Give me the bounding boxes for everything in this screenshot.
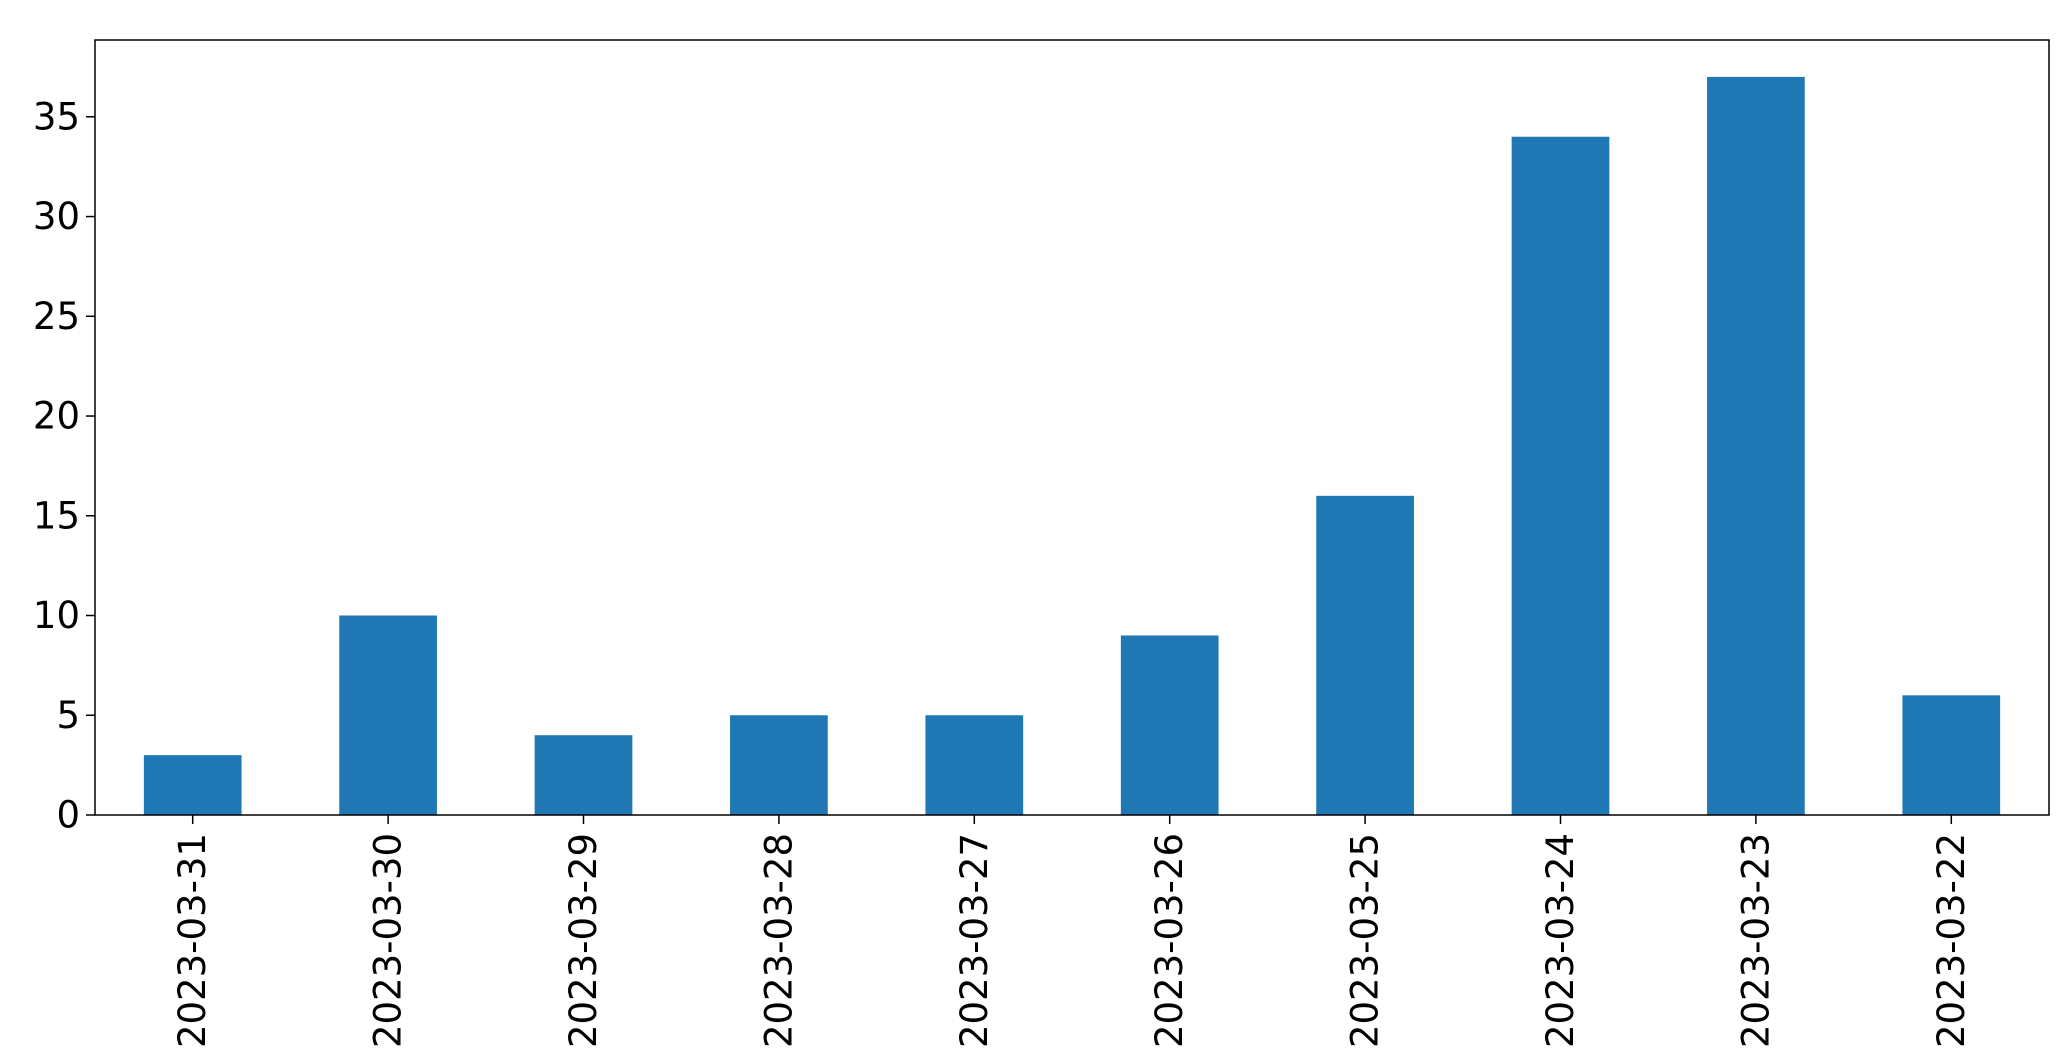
x-tick-label: 2023-03-27 xyxy=(953,833,996,1048)
x-tick-label: 2023-03-29 xyxy=(562,833,605,1048)
y-tick-label: 35 xyxy=(33,95,80,138)
bar-2023-03-27 xyxy=(925,715,1024,815)
y-tick-label: 30 xyxy=(33,195,80,238)
x-axis: 2023-03-31 2023-03-30 2023-03-29 2023-03-28… xyxy=(171,815,1973,1048)
y-tick-label: 20 xyxy=(33,395,80,438)
bar-2023-03-22 xyxy=(1902,695,2001,815)
y-tick-label: 10 xyxy=(33,594,80,637)
y-tick-label: 15 xyxy=(33,494,80,537)
bar-2023-03-26 xyxy=(1120,635,1219,815)
bar-2023-03-28 xyxy=(730,715,828,815)
bar-2023-03-25 xyxy=(1316,495,1414,815)
x-tick-label: 2023-03-26 xyxy=(1148,833,1191,1048)
x-tick-label: 2023-03-25 xyxy=(1344,833,1387,1048)
bar-2023-03-29 xyxy=(534,735,633,815)
y-tick-label: 0 xyxy=(56,794,80,837)
x-tick-label: 2023-03-30 xyxy=(367,833,410,1048)
bar-2023-03-23 xyxy=(1707,76,1805,815)
x-tick-label: 2023-03-31 xyxy=(171,833,214,1048)
bar-2023-03-31 xyxy=(143,755,242,815)
bar-2023-03-30 xyxy=(339,615,437,815)
x-tick-label: 2023-03-22 xyxy=(1930,833,1973,1048)
x-tick-label: 2023-03-23 xyxy=(1734,833,1777,1048)
y-tick-label: 25 xyxy=(33,295,80,338)
y-axis: 0 5 10 15 20 25 30 35 xyxy=(33,95,95,837)
x-tick-label: 2023-03-24 xyxy=(1539,833,1582,1048)
y-tick-label: 5 xyxy=(56,694,80,737)
x-tick-label: 2023-03-28 xyxy=(757,833,800,1048)
bars-group xyxy=(143,76,2001,816)
plot-frame xyxy=(94,39,2050,816)
bar-2023-03-24 xyxy=(1511,136,1610,816)
